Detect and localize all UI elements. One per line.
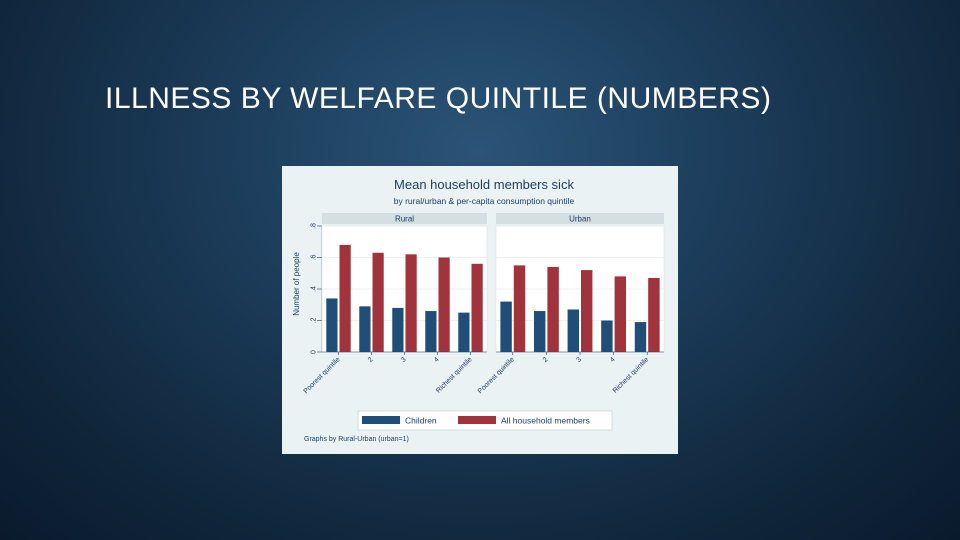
bar-all-household-members bbox=[471, 263, 483, 352]
legend-label: All household members bbox=[501, 416, 590, 426]
x-tick-label: Poorest quintile bbox=[477, 356, 516, 395]
bar-children bbox=[392, 307, 404, 352]
bar-all-household-members bbox=[339, 244, 351, 352]
x-tick-label: 2 bbox=[542, 356, 550, 364]
panel-title: Rural bbox=[395, 215, 414, 224]
y-tick-label: .6 bbox=[310, 254, 317, 260]
chart-subtitle: by rural/urban & per-capita consumption … bbox=[394, 196, 575, 206]
x-tick-label: Poorest quintile bbox=[303, 356, 342, 395]
bar-all-household-members bbox=[648, 277, 660, 352]
x-tick-label: 4 bbox=[433, 356, 441, 364]
bar-all-household-members bbox=[581, 270, 593, 352]
y-axis-label: Number of people bbox=[292, 252, 301, 316]
bar-children bbox=[425, 311, 437, 352]
bar-children bbox=[500, 301, 512, 352]
legend-label: Children bbox=[405, 416, 437, 426]
bar-children bbox=[533, 311, 546, 352]
legend-swatch bbox=[362, 416, 400, 424]
bar-children bbox=[359, 306, 371, 352]
y-tick-label: .8 bbox=[310, 223, 317, 229]
x-tick-label: 3 bbox=[575, 356, 583, 364]
panel-title: Urban bbox=[569, 215, 591, 224]
bar-all-household-members bbox=[547, 266, 559, 352]
bar-chart: Mean household members sick by rural/urb… bbox=[292, 177, 665, 443]
bar-all-household-members bbox=[513, 265, 526, 352]
chart-note: Graphs by Rural-Urban (urban=1) bbox=[304, 436, 409, 443]
x-tick-label: Richest quintile bbox=[612, 356, 651, 395]
slide-title: ILLNESS BY WELFARE QUINTILE (NUMBERS) bbox=[105, 82, 772, 115]
bar-children bbox=[326, 298, 338, 352]
y-tick-label: .2 bbox=[310, 317, 317, 323]
legend-swatch bbox=[458, 416, 496, 424]
bar-children bbox=[458, 312, 470, 352]
x-tick-label: 2 bbox=[367, 356, 375, 364]
chart-figure: Mean household members sick by rural/urb… bbox=[282, 166, 678, 454]
y-tick-label: 0 bbox=[310, 350, 317, 354]
x-tick-label: 3 bbox=[400, 356, 408, 364]
bar-all-household-members bbox=[405, 254, 417, 352]
bar-all-household-members bbox=[372, 252, 384, 352]
bar-children bbox=[634, 322, 647, 352]
chart-title: Mean household members sick bbox=[394, 177, 574, 192]
y-tick-label: .4 bbox=[310, 286, 317, 292]
x-tick-label: Richest quintile bbox=[435, 356, 474, 395]
panel-header bbox=[496, 213, 664, 224]
bar-all-household-members bbox=[614, 276, 627, 352]
bar-all-household-members bbox=[438, 257, 450, 352]
x-tick-label: 4 bbox=[609, 356, 617, 364]
panel-header bbox=[322, 213, 487, 224]
bar-children bbox=[601, 320, 613, 352]
bar-children bbox=[567, 309, 579, 352]
